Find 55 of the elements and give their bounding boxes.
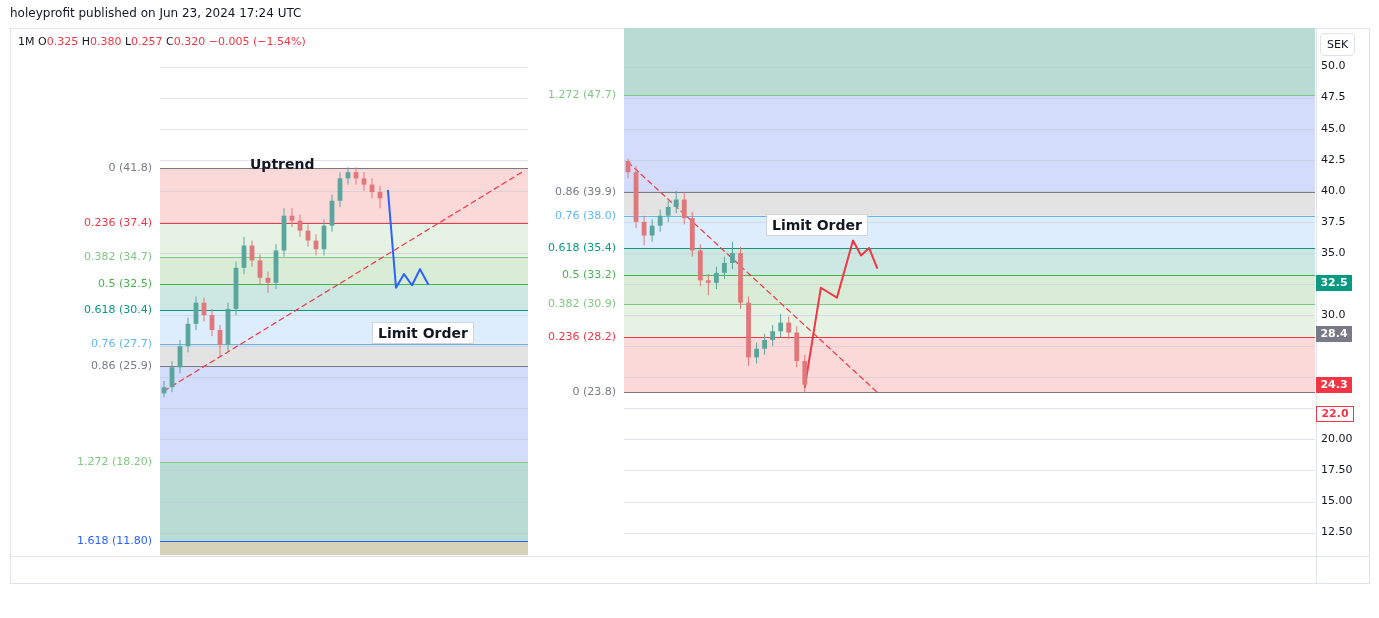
ref-line-label: 0.382 (34.7)	[83, 250, 152, 264]
y-tick-label: 17.50	[1321, 463, 1353, 477]
ref-line-label: 0 (23.8)	[572, 385, 616, 399]
annotation: Uptrend	[250, 156, 315, 172]
candlestick	[778, 313, 784, 338]
ref-line-label: 0.236 (28.2)	[547, 330, 616, 344]
candlestick	[649, 218, 655, 243]
ref-line-label: 1.272 (47.7)	[547, 88, 616, 102]
candlestick	[673, 190, 679, 214]
y-axis-title: SEK	[1320, 33, 1356, 56]
y-tick-label: 42.5	[1321, 152, 1346, 166]
candlestick	[786, 315, 792, 340]
candlestick	[730, 241, 735, 270]
candlestick	[713, 266, 719, 290]
ref-line-label: 0.5 (32.5)	[97, 277, 152, 291]
ref-line-label: 0.236 (37.4)	[83, 216, 152, 230]
annotation: 22.0	[1316, 405, 1354, 422]
annotation: Limit Order	[372, 322, 474, 344]
candlestick	[681, 192, 687, 225]
y-tick-label: 47.5	[1321, 90, 1346, 104]
ref-line-label: 1.272 (18.20)	[76, 455, 152, 469]
text: holeyprofit published on Jun 23, 2024 17:24 UTC	[10, 6, 302, 20]
annotation: 32.5	[1316, 275, 1352, 292]
ref-line-label: 0.618 (35.4)	[547, 241, 616, 255]
y-tick-label: 35.0	[1321, 245, 1346, 259]
candlestick	[705, 273, 711, 296]
ref-line-label: 1.618 (11.80)	[76, 534, 152, 548]
annotation: 28.4	[1316, 326, 1352, 342]
ref-line-label: 0.618 (30.4)	[83, 303, 152, 317]
ref-line-label: 0.86 (39.9)	[554, 185, 616, 199]
annotation: Limit Order	[766, 214, 868, 236]
candlestick	[802, 354, 808, 393]
candlestick	[361, 171, 367, 192]
ref-line-label: 0.76 (38.0)	[554, 209, 616, 223]
ref-line-label: 0 (41.8)	[108, 161, 152, 175]
candlestick	[762, 333, 768, 356]
ref-line-label: 0.76 (27.7)	[90, 337, 152, 351]
y-tick-label: 40.0	[1321, 183, 1346, 197]
y-tick-label: 45.0	[1321, 121, 1346, 135]
chart-title: 1M O0.325 H0.380 L0.257 C0.320 −0.005 (−1.54%)	[18, 35, 306, 48]
candlestick	[722, 256, 727, 280]
annotation: 24.3	[1316, 376, 1352, 393]
ref-line-label: 0.5 (33.2)	[561, 268, 616, 282]
y-tick-label: 12.50	[1321, 525, 1353, 539]
y-tick-label: 37.5	[1321, 214, 1346, 228]
ref-line-label: 0.86 (25.9)	[90, 359, 152, 373]
candlestick	[657, 208, 663, 233]
ref-line-label: 0.382 (30.9)	[547, 297, 616, 311]
candlestick	[754, 341, 759, 365]
candlestick	[665, 200, 671, 223]
y-tick-label: 50.0	[1321, 59, 1346, 73]
candlestick	[770, 324, 776, 347]
y-tick-label: 15.00	[1321, 494, 1353, 508]
y-tick-label: 30.0	[1321, 307, 1346, 321]
y-tick-label: 20.00	[1321, 432, 1353, 446]
